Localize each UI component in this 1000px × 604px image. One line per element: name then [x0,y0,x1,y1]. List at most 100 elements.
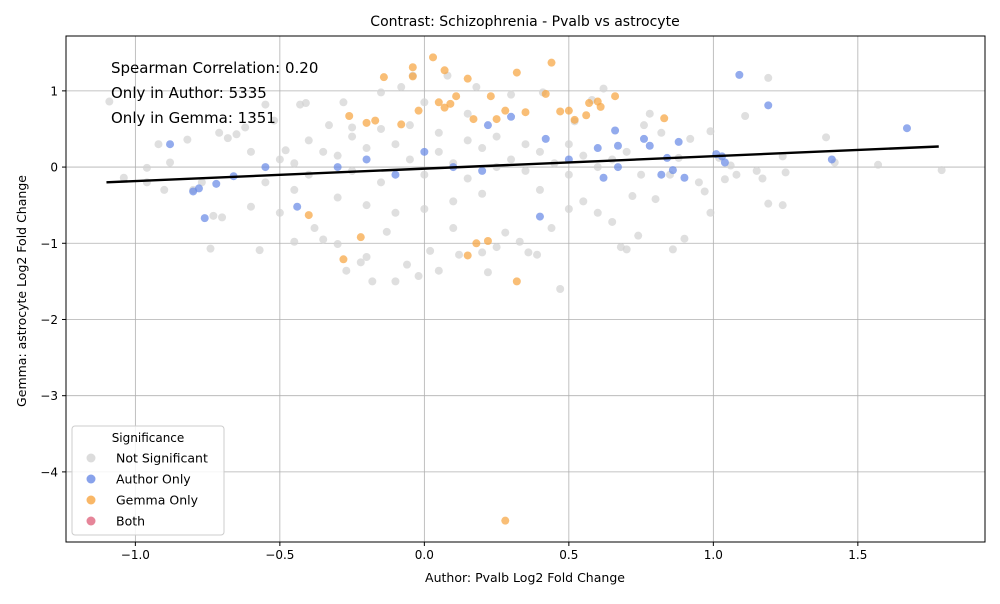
point-gemma-only [660,114,669,123]
point-not-significant [270,116,279,125]
point-author-only [293,202,302,211]
y-tick-label: −3 [40,389,58,403]
point-not-significant [215,128,224,137]
point-not-significant [368,277,377,286]
point-not-significant [319,235,328,244]
point-author-only [166,140,175,149]
point-not-significant [741,112,750,121]
point-not-significant [706,208,715,217]
point-not-significant [420,204,429,213]
point-not-significant [420,98,429,107]
point-not-significant [639,121,648,130]
point-not-significant [478,144,487,153]
point-gemma-only [469,115,478,124]
point-not-significant [492,243,501,252]
point-not-significant [515,237,524,246]
point-gemma-only [408,72,417,81]
point-not-significant [758,174,767,183]
point-author-only [720,158,729,167]
point-not-significant [622,147,631,156]
point-not-significant [645,109,654,118]
point-not-significant [255,246,264,255]
point-author-only [507,112,516,121]
point-not-significant [521,140,530,149]
point-not-significant [472,83,481,92]
point-not-significant [535,185,544,194]
point-not-significant [261,100,270,109]
point-not-significant [261,178,270,187]
point-not-significant [822,133,831,142]
point-gemma-only [486,92,495,101]
point-not-significant [622,245,631,254]
point-not-significant [501,228,510,237]
point-not-significant [403,260,412,269]
point-author-only [902,124,911,133]
point-not-significant [556,285,565,293]
point-not-significant [246,202,255,211]
point-not-significant [405,121,414,130]
point-gemma-only [547,58,556,67]
point-author-only [599,173,608,182]
point-not-significant [154,140,163,149]
point-not-significant [333,193,342,202]
point-not-significant [166,158,175,167]
legend-marker [86,516,96,526]
point-not-significant [874,160,883,169]
point-not-significant [483,268,492,277]
legend-box [71,425,225,536]
point-author-only [639,134,648,143]
point-not-significant [492,132,501,141]
point-not-significant [752,166,761,175]
point-not-significant [333,151,342,160]
point-not-significant [478,248,487,257]
point-not-significant [449,224,458,233]
point-author-only [483,121,492,130]
point-not-significant [160,185,169,194]
x-tick-label: −0.5 [265,548,294,562]
point-not-significant [547,224,556,233]
point-not-significant [579,197,588,206]
point-not-significant [405,155,414,164]
point-not-significant [420,170,429,179]
legend-label: Gemma Only [116,493,199,508]
point-author-only [613,163,622,172]
point-not-significant [778,201,787,210]
point-not-significant [342,266,351,275]
point-not-significant [634,231,643,240]
point-not-significant [356,258,365,267]
point-not-significant [535,147,544,156]
point-author-only [645,141,654,150]
point-not-significant [764,199,773,208]
point-author-only [261,163,270,172]
point-not-significant [397,83,406,92]
point-not-significant [680,234,689,243]
point-gemma-only [452,92,461,101]
point-not-significant [339,98,348,107]
point-not-significant [241,123,250,132]
point-not-significant [119,173,128,182]
point-not-significant [579,151,588,160]
tick-labels: −1.0 −0.5 0.0 0.5 1.0 1.5 −4 −3 −2 −1 0 1 [40,84,867,562]
x-tick-label: 0.5 [559,548,578,562]
point-gemma-only [570,115,579,124]
y-axis-label: Gemma: astrocyte Log2 Fold Change [14,175,29,407]
point-not-significant [700,187,709,196]
point-gemma-only [379,73,388,82]
point-gemma-only [440,103,449,112]
point-gemma-only [440,66,449,75]
point-not-significant [478,189,487,198]
point-not-significant [628,192,637,201]
point-gemma-only [356,233,365,242]
point-gemma-only [521,108,530,117]
point-gemma-only [472,239,481,248]
point-gemma-only [434,98,443,107]
plot-frame [65,35,986,543]
point-not-significant [324,121,333,130]
point-author-only [391,170,400,179]
legend-label: Both [116,514,145,529]
point-gemma-only [371,116,380,125]
point-gemma-only [463,74,472,83]
point-not-significant [533,250,542,259]
point-not-significant [183,135,192,144]
x-tick-label: 1.5 [848,548,867,562]
